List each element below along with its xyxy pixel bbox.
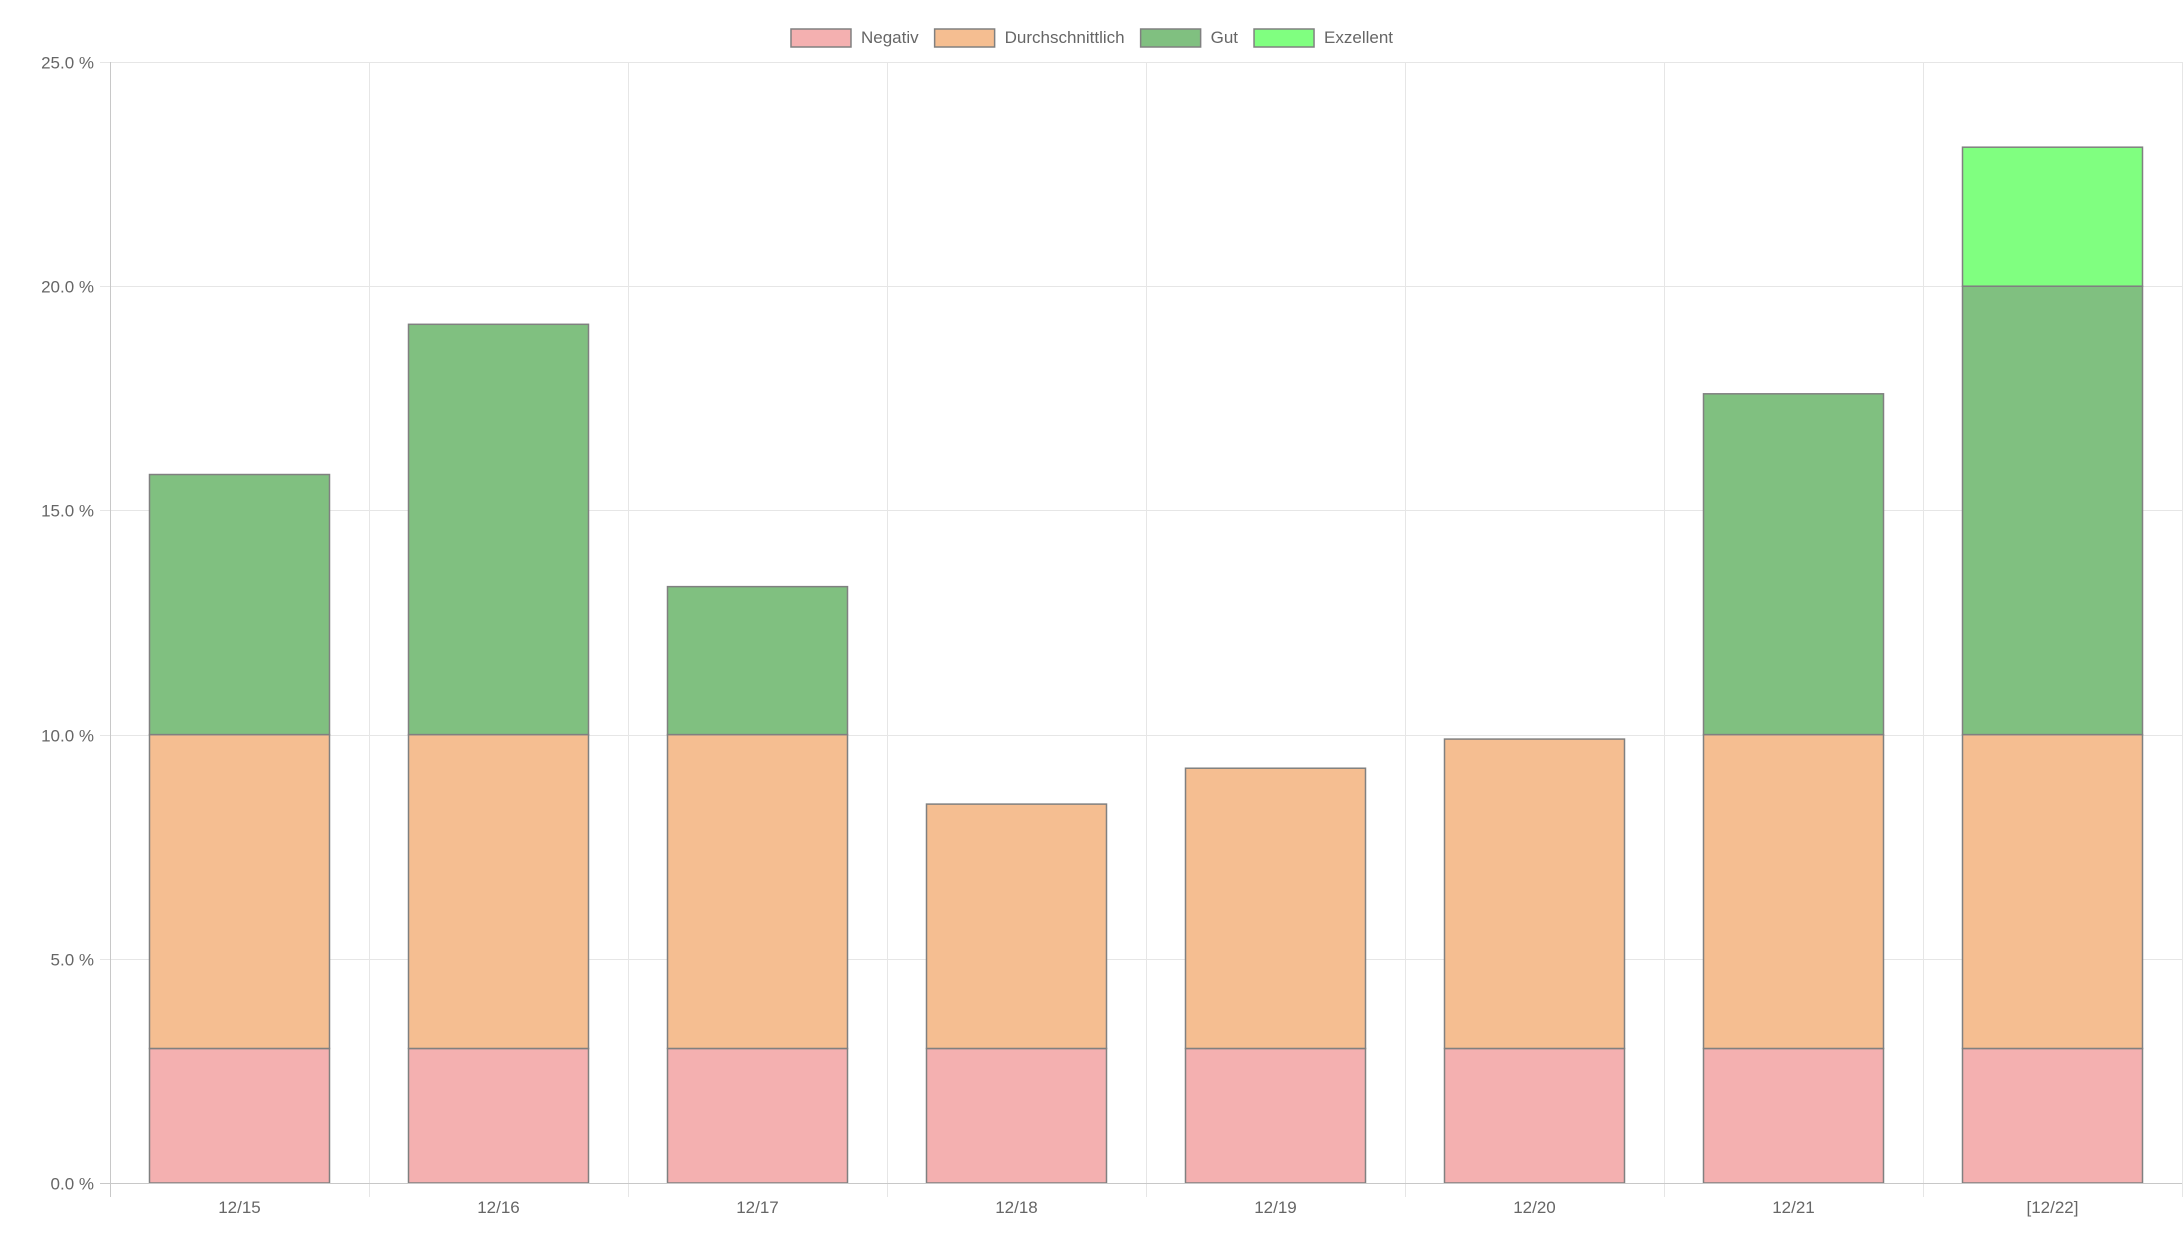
y-tick-label: 5.0 % [51, 951, 94, 970]
legend-label: Durchschnittlich [1005, 28, 1125, 47]
bar-segment-negativ[interactable] [1702, 1047, 1885, 1184]
bar-segment-exzellent[interactable] [1961, 146, 2144, 287]
legend-label: Negativ [861, 28, 919, 47]
legend-item-durchschnittlich[interactable]: Durchschnittlich [933, 28, 1125, 48]
bar-segment-durchschnittlich[interactable] [148, 733, 331, 1050]
legend-swatch [790, 28, 852, 48]
legend[interactable]: Negativ Durchschnittlich Gut Exzellent [790, 28, 1393, 48]
y-tick-label: 20.0 % [41, 278, 94, 297]
bar-segment-negativ[interactable] [1961, 1047, 2144, 1184]
legend-swatch [933, 28, 996, 48]
bar-segment-durchschnittlich[interactable] [407, 733, 590, 1050]
bar-segment-durchschnittlich[interactable] [1443, 738, 1626, 1050]
grid-layer [100, 62, 2183, 1197]
x-tick-label: 12/16 [477, 1198, 520, 1217]
legend-item-gut[interactable]: Gut [1139, 28, 1239, 48]
bar-segment-gut[interactable] [1702, 393, 1885, 736]
bar-segment-gut[interactable] [1961, 285, 2144, 736]
legend-swatch [1139, 28, 1202, 48]
y-tick-label: 10.0 % [41, 727, 94, 746]
bar-segment-negativ[interactable] [666, 1047, 849, 1184]
bar-segment-gut[interactable] [148, 473, 331, 736]
legend-swatch [1253, 28, 1315, 48]
legend-item-negativ[interactable]: Negativ [790, 28, 919, 48]
bar-segment-durchschnittlich[interactable] [1184, 767, 1367, 1050]
legend-label: Gut [1211, 28, 1239, 47]
bar-segment-negativ[interactable] [1184, 1047, 1367, 1184]
x-tick-label: [12/22] [2027, 1198, 2079, 1217]
bar-segment-durchschnittlich[interactable] [1702, 733, 1885, 1050]
bars-layer [148, 146, 2144, 1184]
x-tick-label: 12/19 [1254, 1198, 1297, 1217]
legend-label: Exzellent [1324, 28, 1393, 47]
x-tick-label: 12/20 [1513, 1198, 1556, 1217]
bar-segment-negativ[interactable] [925, 1047, 1108, 1184]
bar-segment-gut[interactable] [407, 323, 590, 736]
x-tick-label: 12/17 [736, 1198, 779, 1217]
legend-item-exzellent[interactable]: Exzellent [1253, 28, 1393, 48]
x-tick-label: 12/21 [1772, 1198, 1815, 1217]
axis-layer: 0.0 % 5.0 % 10.0 % 15.0 % 20.0 % 25.0 % 12/15 1… [41, 54, 2182, 1217]
bar-segment-durchschnittlich[interactable] [1961, 733, 2144, 1050]
bar-segment-negativ[interactable] [407, 1047, 590, 1184]
x-tick-label: 12/15 [218, 1198, 261, 1217]
bar-segment-durchschnittlich[interactable] [925, 803, 1108, 1050]
y-tick-label: 25.0 % [41, 54, 94, 73]
bar-segment-durchschnittlich[interactable] [666, 733, 849, 1050]
bar-segment-gut[interactable] [666, 585, 849, 736]
y-tick-label: 15.0 % [41, 502, 94, 521]
y-tick-label: 0.0 % [51, 1175, 94, 1194]
x-tick-label: 12/18 [995, 1198, 1038, 1217]
bar-segment-negativ[interactable] [148, 1047, 331, 1184]
bar-segment-negativ[interactable] [1443, 1047, 1626, 1184]
